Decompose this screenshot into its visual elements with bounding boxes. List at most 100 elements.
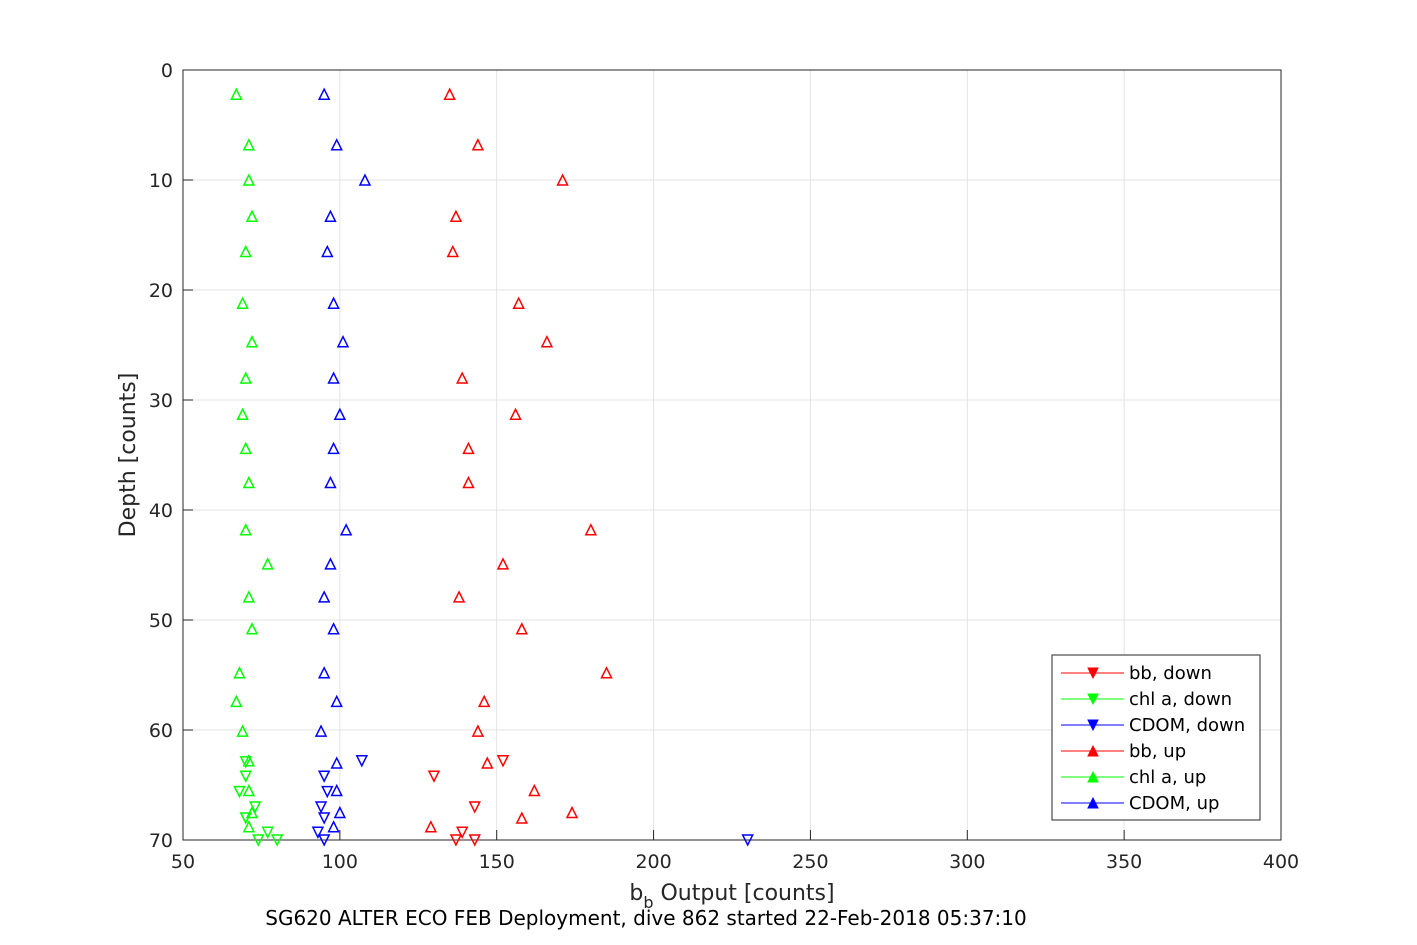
point-bb-up xyxy=(528,783,541,797)
point-chl-a-up xyxy=(230,694,243,708)
point-cdom-up xyxy=(317,87,331,100)
legend-box xyxy=(1051,654,1261,821)
y-tick-label: 30 xyxy=(149,390,173,412)
point-bb-up xyxy=(455,371,469,384)
x-tick-label: 400 xyxy=(1263,851,1299,873)
point-cdom-up xyxy=(324,557,337,570)
point-chl-a-up xyxy=(242,173,256,186)
point-bb-down xyxy=(496,755,510,768)
point-cdom-down xyxy=(317,812,331,825)
point-cdom-up xyxy=(327,296,340,309)
point-bb-up xyxy=(462,475,475,489)
point-chl-a-up xyxy=(236,296,249,309)
point-cdom-up xyxy=(333,805,347,819)
y-tick-label: 40 xyxy=(149,500,173,522)
point-bb-up xyxy=(481,756,494,769)
legend-marker-bb-down xyxy=(1087,667,1099,680)
point-chl-a-down xyxy=(261,826,274,839)
point-chl-a-down xyxy=(233,785,246,799)
point-chl-a-up xyxy=(233,666,246,679)
point-bb-up xyxy=(540,335,554,348)
y-tick-label: 0 xyxy=(161,60,173,82)
point-cdom-down xyxy=(321,785,334,799)
caption: SG620 ALTER ECO FEB Deployment, dive 862… xyxy=(265,906,1026,930)
point-cdom-up xyxy=(317,666,331,679)
point-bb-up xyxy=(443,87,456,100)
point-cdom-up xyxy=(330,756,343,769)
point-cdom-up xyxy=(327,820,340,833)
x-tick-label: 250 xyxy=(792,851,828,873)
point-chl-a-up xyxy=(245,209,259,223)
point-chl-a-up xyxy=(242,820,256,833)
legend-label-chl-a-down: chl a, down xyxy=(1129,689,1232,710)
point-cdom-up xyxy=(324,209,337,223)
point-bb-up xyxy=(509,407,522,421)
x-tick-label: 300 xyxy=(949,851,985,873)
point-cdom-up xyxy=(327,371,340,384)
point-bb-up xyxy=(462,441,475,455)
point-chl-a-up xyxy=(236,407,249,421)
legend-marker-chl-a-down xyxy=(1087,693,1099,706)
point-cdom-down xyxy=(355,755,369,768)
y-tick-label: 10 xyxy=(149,170,173,192)
point-cdom-up xyxy=(358,173,372,186)
point-bb-down xyxy=(449,834,463,847)
point-chl-a-up xyxy=(239,371,252,384)
point-chl-a-down xyxy=(239,756,252,769)
x-axis-label: bb Output [counts] xyxy=(629,881,834,912)
legend-items: bb, down chl a, down CDOM, down bb, up chl a… xyxy=(1061,663,1245,814)
point-chl-a-up xyxy=(230,87,243,100)
legend-label-cdom-up: CDOM, up xyxy=(1129,793,1219,814)
point-bb-down xyxy=(468,834,481,847)
legend: bb, down chl a, down CDOM, down bb, up chl a… xyxy=(1051,654,1261,821)
data-points xyxy=(230,87,754,847)
x-tick-label: 200 xyxy=(635,851,671,873)
point-bb-up xyxy=(584,523,598,536)
point-chl-a-up xyxy=(239,244,252,258)
point-cdom-down xyxy=(741,834,754,847)
point-chl-a-up xyxy=(242,590,256,603)
point-bb-up xyxy=(565,805,579,819)
point-chl-a-up xyxy=(245,335,259,348)
point-chl-a-up xyxy=(236,724,249,737)
point-chl-a-up xyxy=(242,783,256,797)
point-cdom-up xyxy=(336,335,350,348)
point-cdom-down xyxy=(317,770,331,783)
legend-label-cdom-down: CDOM, down xyxy=(1129,715,1245,736)
x-tick-label: 350 xyxy=(1106,851,1142,873)
x-axis: 50 100 150 200 250 300 350 400 xyxy=(171,830,1299,873)
point-bb-up xyxy=(496,557,510,570)
legend-marker-cdom-up xyxy=(1087,796,1099,809)
legend-label-chl-a-up: chl a, up xyxy=(1129,767,1206,788)
point-chl-a-up xyxy=(242,138,256,151)
point-bb-up xyxy=(471,724,485,737)
point-bb-up xyxy=(452,590,466,603)
point-cdom-up xyxy=(333,407,347,421)
point-cdom-up xyxy=(330,694,343,708)
y-tick-label: 20 xyxy=(149,280,173,302)
point-cdom-down xyxy=(317,834,331,847)
point-cdom-down xyxy=(311,826,325,839)
point-bb-up xyxy=(515,811,529,824)
point-chl-a-up xyxy=(242,754,256,767)
point-bb-up xyxy=(477,694,491,708)
point-chl-a-up xyxy=(245,805,259,819)
point-chl-a-down xyxy=(248,801,262,814)
point-chl-a-up xyxy=(245,622,259,635)
point-cdom-down xyxy=(314,801,328,814)
point-bb-down xyxy=(455,826,469,839)
legend-label-bb-down: bb, down xyxy=(1129,663,1212,684)
x-tick-label: 150 xyxy=(479,851,515,873)
point-cdom-up xyxy=(330,138,343,151)
y-axis: 0 10 20 30 40 50 60 70 xyxy=(149,60,193,852)
plot-frame xyxy=(182,69,1282,841)
point-bb-up xyxy=(424,820,438,833)
point-cdom-up xyxy=(317,590,331,603)
point-chl-a-up xyxy=(239,523,252,536)
point-bb-up xyxy=(471,138,485,151)
point-chl-a-up xyxy=(261,557,274,570)
x-tick-label: 50 xyxy=(171,851,195,873)
legend-label-bb-up: bb, up xyxy=(1129,741,1186,762)
legend-marker-chl-a-up xyxy=(1087,770,1099,783)
